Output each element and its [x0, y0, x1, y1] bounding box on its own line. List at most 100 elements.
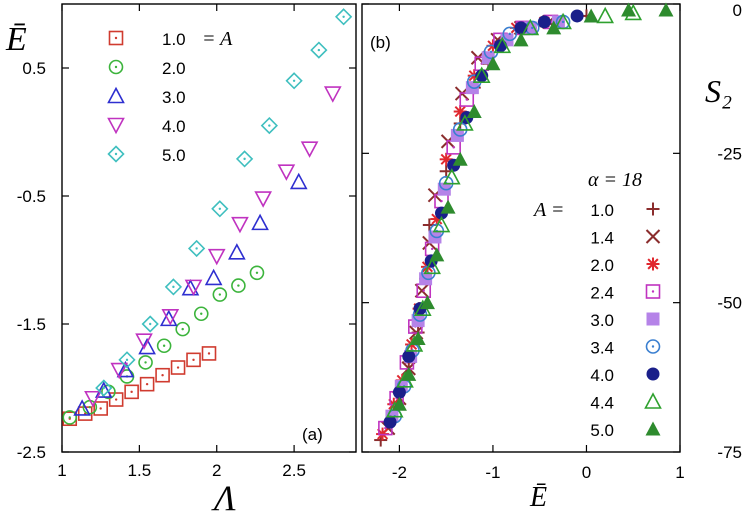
panel-a-point-2.0: [156, 338, 172, 354]
panel-a-point-3.0: [116, 360, 135, 378]
panel-b-point-2.4: [416, 283, 432, 299]
panel-a-point-3.0: [289, 172, 308, 190]
panel-a-point-2.0: [193, 306, 209, 322]
panel-a-point-3.0: [204, 268, 223, 286]
panel-b-legend: α = 18 A = 1.0 1.4 2.0 2.4 3.0 3.4 4.0 4.4 5.0: [532, 169, 662, 440]
panel-a-point-4.0: [323, 86, 342, 103]
panel-a-legend-label-5.0: 5.0: [162, 146, 186, 165]
panel-b-point-5.0: [583, 8, 599, 23]
panel-a-y-tick-label: 0.5: [22, 59, 46, 78]
panel-a-x-tick-label: 1: [57, 461, 66, 480]
panel-b-x-tick-label: -2: [392, 463, 407, 482]
panel-a-legend-marker-5.0: [107, 145, 125, 163]
panel-b-legend-label-3.0: 3.0: [590, 311, 614, 330]
panel-b-point-5.0: [546, 20, 562, 35]
panel-b-legend-marker-3.0: [646, 312, 660, 326]
panel-a-point-2.0: [231, 278, 246, 293]
panel-a-ticks: 1 1.5 2 2.5 0.5 -0.5 -1.5 -2.5: [17, 4, 356, 480]
panel-b-point-5.0: [485, 56, 501, 71]
panel-b-x-tick-label: 0: [582, 463, 591, 482]
panel-b-legend-marker-1.0: [646, 202, 660, 216]
panel-b-point-4.0: [537, 15, 551, 29]
panel-b-y-tick-label: -50: [717, 294, 742, 313]
panel-b-y-tick-label: -25: [717, 144, 742, 163]
panel-a-point-1.0: [93, 401, 108, 416]
panel-b-x-tick-label: -1: [485, 463, 500, 482]
panel-a-point-5.0: [187, 239, 206, 258]
panel-b-point-5.0: [658, 2, 674, 17]
panel-b-point-3.4: [502, 26, 518, 42]
panel-a-point-3.0: [228, 243, 246, 260]
panel-b-legend-marker-4.4: [644, 392, 662, 409]
panel-a-x-axis-label: Λ: [211, 478, 236, 513]
panel-a-point-3.0: [94, 381, 113, 398]
panel-a: 1 1.5 2 2.5 0.5 -0.5 -1.5 -2.5 1.0 = A 2.0 3.0 4.0 5…: [5, 3, 357, 513]
panel-b-point-4.4: [596, 6, 615, 24]
panel-a-points: [62, 8, 353, 427]
panel-a-point-4.0: [254, 191, 272, 208]
panel-a-y-tick-label: -0.5: [17, 187, 46, 206]
panel-b-point-4.0: [402, 349, 416, 363]
panel-b-point-4.0: [475, 69, 489, 83]
panel-b-point-4.4: [442, 168, 461, 185]
panel-a-point-2.0: [62, 410, 78, 425]
panel-a-point-2.0: [249, 265, 265, 281]
panel-b-frame: [361, 3, 681, 453]
panel-b-legend-label-4.4: 4.4: [590, 394, 614, 413]
panel-a-legend-marker-4.0: [107, 117, 125, 135]
panel-a-point-4.0: [277, 164, 296, 181]
panel-a-point-3.0: [73, 399, 91, 416]
panel-b-point-4.4: [521, 18, 540, 36]
panel-a-legend-label-2.0: 2.0: [162, 59, 186, 78]
panel-b-point-4.4: [432, 215, 451, 233]
panel-a-point-2.0: [212, 287, 228, 302]
panel-b-point-4.0: [570, 9, 584, 23]
panel-b-point-5.0: [401, 366, 417, 381]
panel-b-point-5.0: [621, 2, 637, 17]
panel-a-point-5.0: [260, 116, 278, 135]
panel-a-point-4.0: [184, 279, 203, 297]
panel-b-point-4.0: [392, 385, 406, 399]
panel-a-point-5.0: [141, 315, 159, 333]
panel-a-legend-label-3.0: 3.0: [162, 88, 186, 107]
panel-b-x-axis-label: Ē: [529, 482, 547, 513]
panel-b-points: [374, 2, 674, 447]
panel-b-point-4.4: [554, 12, 572, 30]
panel-b-legend-prefix: A =: [532, 199, 564, 221]
panel-b-point-5.0: [391, 396, 407, 411]
panel-b-point-4.4: [472, 66, 491, 83]
panel-a-point-1.0: [170, 360, 186, 375]
panel-a-legend-suffix: = A: [202, 28, 233, 50]
panel-b-point-4.4: [456, 114, 474, 131]
panel-a-point-4.0: [161, 309, 180, 326]
panel-b-legend-label-2.0: 2.0: [590, 256, 614, 275]
panel-a-point-1.0: [124, 384, 139, 400]
panel-b-legend-title: α = 18: [588, 169, 642, 191]
panel-b-y-axis-label: S₂: [705, 73, 732, 109]
panel-a-label: (a): [302, 425, 323, 444]
panel-a-y-axis-label: Ē: [5, 21, 27, 58]
panel-b-legend-marker-2.4: [645, 284, 661, 299]
panel-a-frame: [61, 3, 357, 453]
panel-a-point-4.0: [207, 248, 226, 266]
panel-b-point-4.4: [493, 36, 512, 54]
panel-a-point-5.0: [118, 351, 136, 369]
panel-b-x-tick-label: 1: [675, 463, 684, 482]
panel-a-point-5.0: [285, 72, 303, 90]
panel-b-point-5.0: [429, 247, 445, 262]
panel-a-legend-marker-3.0: [107, 86, 125, 104]
panel-a-point-5.0: [164, 278, 183, 296]
panel-a-point-3.0: [251, 213, 269, 231]
panel-b-legend-marker-3.4: [645, 339, 661, 354]
panel-a-point-5.0: [334, 8, 353, 26]
panel-a-legend: 1.0 = A 2.0 3.0 4.0 5.0: [107, 28, 233, 165]
panel-b-point-5.0: [513, 32, 529, 47]
panel-a-point-5.0: [95, 379, 113, 397]
panel-a-x-tick-label: 2.5: [282, 461, 306, 480]
panel-a-x-tick-label: 2: [212, 461, 221, 480]
panel-a-y-tick-label: -2.5: [17, 443, 46, 462]
panel-a-legend-marker-1.0: [108, 30, 124, 46]
panel-a-point-5.0: [235, 150, 254, 168]
panel-a-point-1.0: [139, 376, 155, 392]
panel-b-point-5.0: [410, 331, 426, 346]
